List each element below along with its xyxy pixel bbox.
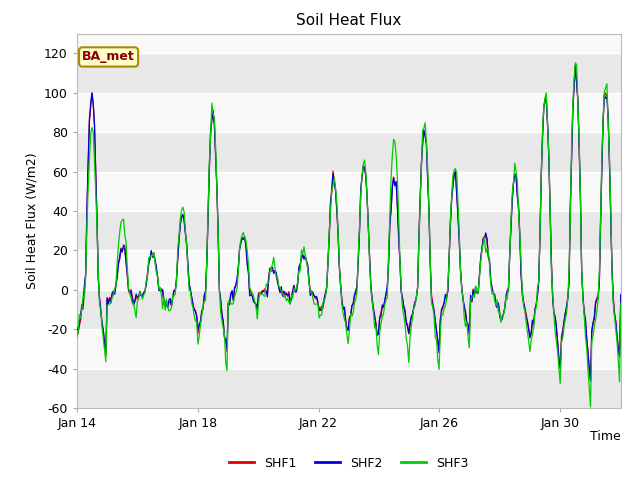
Bar <box>77 290 621 329</box>
Bar <box>77 34 621 53</box>
Legend: SHF1, SHF2, SHF3: SHF1, SHF2, SHF3 <box>224 452 474 475</box>
Y-axis label: Soil Heat Flux (W/m2): Soil Heat Flux (W/m2) <box>26 153 38 289</box>
Bar <box>77 369 621 408</box>
Bar <box>77 53 621 93</box>
Bar <box>77 171 621 211</box>
Bar <box>77 211 621 251</box>
Text: BA_met: BA_met <box>82 50 135 63</box>
Bar <box>77 132 621 171</box>
Text: Time: Time <box>590 431 621 444</box>
Bar <box>77 93 621 132</box>
Bar <box>77 251 621 290</box>
Title: Soil Heat Flux: Soil Heat Flux <box>296 13 401 28</box>
Bar <box>77 329 621 369</box>
